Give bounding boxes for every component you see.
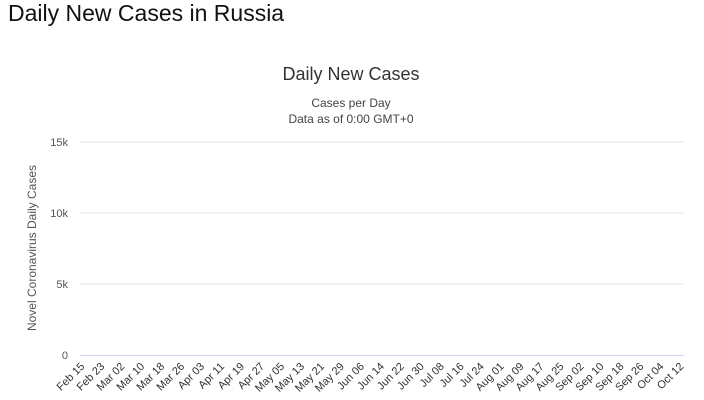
y-axis-label: Novel Coronavirus Daily Cases	[25, 165, 39, 331]
y-tick-label: 5k	[56, 279, 68, 291]
y-tick-label: 15k	[50, 137, 68, 149]
chart-title: Daily New Cases	[282, 64, 419, 84]
y-tick-label: 0	[62, 350, 68, 362]
y-tick-labels: 0 5k 10k 15k	[50, 137, 68, 362]
chart-subtitle-line-2: Data as of 0:00 GMT+0	[288, 112, 413, 126]
chart-subtitle-line-1: Cases per Day	[311, 96, 390, 110]
page-heading: Daily New Cases in Russia	[8, 0, 285, 26]
gridlines	[80, 141, 684, 285]
y-tick-label: 10k	[50, 208, 68, 220]
